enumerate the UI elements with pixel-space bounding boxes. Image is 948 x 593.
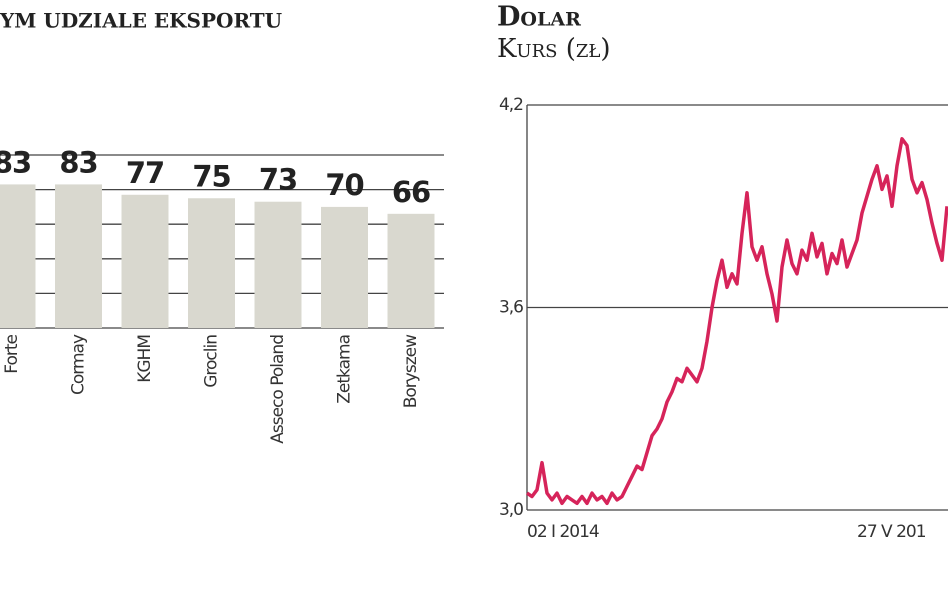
bar xyxy=(254,201,302,328)
x-tick-label: Cormay xyxy=(69,334,89,395)
value-label: 70 xyxy=(325,168,363,202)
x-tick-label: 27 V 201 xyxy=(857,522,926,542)
value-label: 73 xyxy=(259,163,297,197)
line-chart-subtitle: Kurs (zł) xyxy=(497,34,611,64)
x-tick-label: KGHM xyxy=(135,335,155,383)
value-label: 77 xyxy=(126,156,164,190)
y-tick-label: 3,6 xyxy=(499,298,523,318)
bar xyxy=(121,194,169,328)
value-label: 75 xyxy=(192,159,230,193)
value-label: 83 xyxy=(59,145,97,179)
y-tick-label: 3,0 xyxy=(499,500,523,520)
bar xyxy=(188,198,235,328)
bar xyxy=(321,206,368,328)
value-label: 66 xyxy=(392,175,430,209)
line-chart-title: Dolar xyxy=(497,2,581,33)
x-tick-label: Forte xyxy=(2,334,22,373)
y-tick-label: 4,2 xyxy=(499,95,523,115)
x-tick-label: 02 I 2014 xyxy=(527,522,599,542)
line-series xyxy=(526,137,948,506)
x-tick-label: Zetkama xyxy=(335,335,355,404)
bar-chart-title: YM UDZIALE EKSPORTU xyxy=(0,9,282,33)
bar xyxy=(387,213,435,328)
bar xyxy=(0,184,36,328)
x-tick-label: Groclin xyxy=(202,335,222,388)
x-tick-label: Boryszew xyxy=(401,334,421,408)
value-label: 83 xyxy=(0,145,31,179)
bar xyxy=(55,184,102,328)
x-tick-label: Asseco Poland xyxy=(268,335,288,444)
